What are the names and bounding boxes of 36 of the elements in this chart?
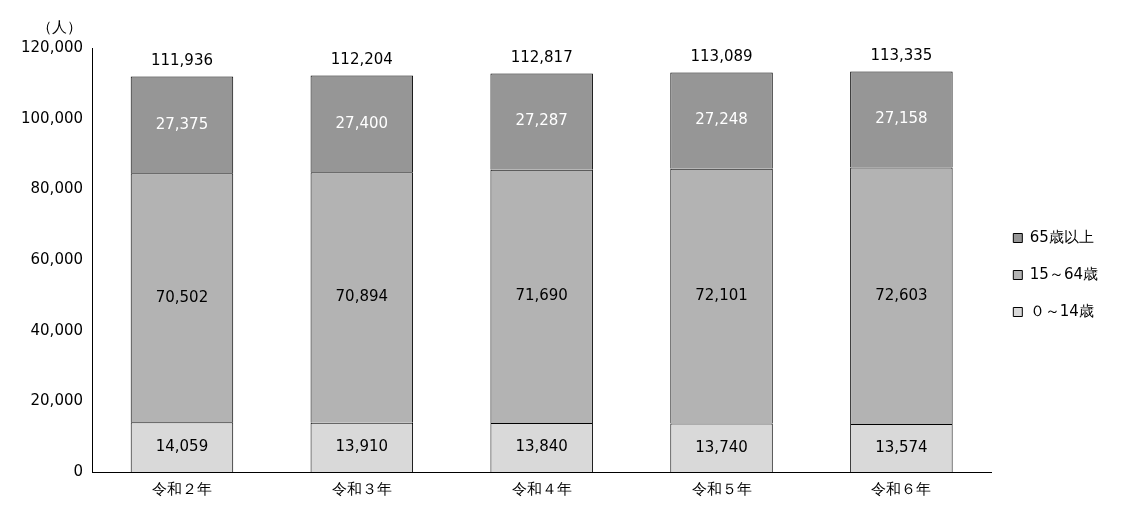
y-tick-label: 60,000 bbox=[30, 249, 84, 268]
data-label: 13,574 bbox=[875, 437, 928, 456]
x-tick-label: 令和５年 bbox=[691, 479, 752, 498]
y-tick-label: 100,000 bbox=[21, 108, 84, 127]
y-tick-label: 120,000 bbox=[21, 37, 84, 56]
x-tick-label: 令和３年 bbox=[331, 479, 392, 498]
x-tick-label: 令和６年 bbox=[871, 479, 932, 498]
data-label: 13,910 bbox=[335, 437, 389, 456]
data-label: 27,158 bbox=[875, 109, 928, 128]
total-label: 113,089 bbox=[690, 46, 753, 65]
data-label: 27,248 bbox=[695, 110, 748, 129]
data-label: 13,840 bbox=[515, 437, 568, 456]
legend-label: 15～64歳 bbox=[1029, 264, 1099, 283]
y-tick-label: 20,000 bbox=[30, 391, 84, 410]
data-label: 70,502 bbox=[155, 287, 209, 306]
data-label: 27,400 bbox=[335, 113, 389, 132]
y-axis-title: （人） bbox=[37, 18, 83, 37]
data-label: 27,375 bbox=[155, 114, 209, 133]
data-label: 72,101 bbox=[695, 285, 748, 304]
total-label: 112,204 bbox=[330, 49, 393, 68]
legend-label: 65歳以上 bbox=[1029, 227, 1094, 246]
total-label: 111,936 bbox=[150, 50, 213, 69]
y-tick-label: 80,000 bbox=[30, 179, 84, 198]
y-tick-label: 0 bbox=[73, 461, 84, 480]
y-tick-label: 40,000 bbox=[30, 320, 84, 339]
data-label: 70,894 bbox=[335, 287, 389, 306]
data-label: 72,603 bbox=[875, 285, 928, 304]
data-label: 13,740 bbox=[695, 437, 748, 456]
data-label: 14,059 bbox=[155, 437, 209, 456]
x-tick-label: 令和４年 bbox=[511, 479, 572, 498]
data-label: 27,287 bbox=[515, 111, 568, 130]
x-tick-label: 令和２年 bbox=[151, 479, 212, 498]
total-label: 112,817 bbox=[510, 47, 573, 66]
legend-label: ０～14歳 bbox=[1029, 301, 1094, 320]
total-label: 113,335 bbox=[870, 45, 933, 64]
data-label: 71,690 bbox=[515, 286, 568, 305]
